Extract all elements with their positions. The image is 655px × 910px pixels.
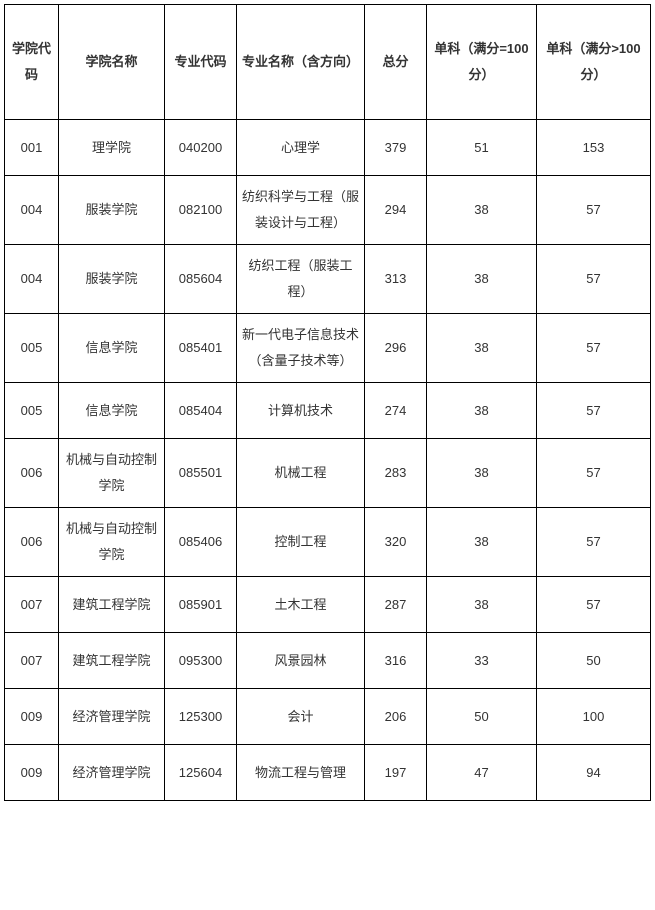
table-row: 009经济管理学院125300会计20650100	[5, 689, 651, 745]
table-cell: 100	[537, 689, 651, 745]
table-row: 006机械与自动控制学院085406控制工程3203857	[5, 508, 651, 577]
table-cell: 296	[365, 314, 427, 383]
table-cell: 283	[365, 439, 427, 508]
table-cell: 004	[5, 245, 59, 314]
table-cell: 153	[537, 120, 651, 176]
table-cell: 009	[5, 745, 59, 801]
table-cell: 服装学院	[59, 245, 165, 314]
table-cell: 57	[537, 314, 651, 383]
header-cell: 学院代码	[5, 5, 59, 120]
table-header: 学院代码学院名称专业代码专业名称（含方向）总分单科（满分=100分）单科（满分>…	[5, 5, 651, 120]
table-cell: 009	[5, 689, 59, 745]
table-cell: 经济管理学院	[59, 689, 165, 745]
table-cell: 机械与自动控制学院	[59, 508, 165, 577]
table-cell: 57	[537, 439, 651, 508]
table-cell: 197	[365, 745, 427, 801]
table-cell: 机械工程	[237, 439, 365, 508]
header-cell: 单科（满分>100分）	[537, 5, 651, 120]
table-cell: 计算机技术	[237, 383, 365, 439]
table-cell: 040200	[165, 120, 237, 176]
header-cell: 总分	[365, 5, 427, 120]
table-cell: 085501	[165, 439, 237, 508]
table-cell: 物流工程与管理	[237, 745, 365, 801]
table-cell: 50	[427, 689, 537, 745]
table-cell: 007	[5, 633, 59, 689]
table-cell: 57	[537, 176, 651, 245]
table-cell: 57	[537, 383, 651, 439]
table-cell: 006	[5, 439, 59, 508]
table-cell: 57	[537, 245, 651, 314]
table-cell: 纺织工程（服装工程）	[237, 245, 365, 314]
table-cell: 新一代电子信息技术（含量子技术等）	[237, 314, 365, 383]
table-row: 009经济管理学院125604物流工程与管理1974794	[5, 745, 651, 801]
table-cell: 信息学院	[59, 383, 165, 439]
table-cell: 94	[537, 745, 651, 801]
table-cell: 51	[427, 120, 537, 176]
table-cell: 005	[5, 314, 59, 383]
table-row: 001理学院040200心理学37951153	[5, 120, 651, 176]
table-cell: 心理学	[237, 120, 365, 176]
table-cell: 007	[5, 577, 59, 633]
table-body: 001理学院040200心理学37951153004服装学院082100纺织科学…	[5, 120, 651, 801]
table-cell: 085406	[165, 508, 237, 577]
table-cell: 005	[5, 383, 59, 439]
table-cell: 建筑工程学院	[59, 577, 165, 633]
table-cell: 001	[5, 120, 59, 176]
table-cell: 风景园林	[237, 633, 365, 689]
table-cell: 理学院	[59, 120, 165, 176]
table-row: 007建筑工程学院085901土木工程2873857	[5, 577, 651, 633]
header-cell: 单科（满分=100分）	[427, 5, 537, 120]
admission-score-table: 学院代码学院名称专业代码专业名称（含方向）总分单科（满分=100分）单科（满分>…	[4, 4, 651, 801]
table-cell: 控制工程	[237, 508, 365, 577]
header-row: 学院代码学院名称专业代码专业名称（含方向）总分单科（满分=100分）单科（满分>…	[5, 5, 651, 120]
table-cell: 274	[365, 383, 427, 439]
table-cell: 38	[427, 314, 537, 383]
table-cell: 38	[427, 508, 537, 577]
table-cell: 38	[427, 439, 537, 508]
table-cell: 287	[365, 577, 427, 633]
table-cell: 379	[365, 120, 427, 176]
table-cell: 纺织科学与工程（服装设计与工程）	[237, 176, 365, 245]
table-row: 005信息学院085404计算机技术2743857	[5, 383, 651, 439]
table-cell: 006	[5, 508, 59, 577]
table-cell: 38	[427, 577, 537, 633]
table-row: 004服装学院082100纺织科学与工程（服装设计与工程）2943857	[5, 176, 651, 245]
table-cell: 095300	[165, 633, 237, 689]
table-cell: 206	[365, 689, 427, 745]
table-cell: 机械与自动控制学院	[59, 439, 165, 508]
table-cell: 57	[537, 577, 651, 633]
table-row: 005信息学院085401新一代电子信息技术（含量子技术等）2963857	[5, 314, 651, 383]
table-cell: 土木工程	[237, 577, 365, 633]
header-cell: 专业代码	[165, 5, 237, 120]
table-cell: 经济管理学院	[59, 745, 165, 801]
table-cell: 082100	[165, 176, 237, 245]
table-row: 004服装学院085604纺织工程（服装工程）3133857	[5, 245, 651, 314]
table-cell: 33	[427, 633, 537, 689]
table-cell: 57	[537, 508, 651, 577]
table-cell: 085404	[165, 383, 237, 439]
table-cell: 085401	[165, 314, 237, 383]
table-cell: 316	[365, 633, 427, 689]
table-cell: 085901	[165, 577, 237, 633]
table-cell: 会计	[237, 689, 365, 745]
table-cell: 294	[365, 176, 427, 245]
table-cell: 38	[427, 245, 537, 314]
table-cell: 125604	[165, 745, 237, 801]
table-cell: 信息学院	[59, 314, 165, 383]
table-cell: 125300	[165, 689, 237, 745]
table-cell: 47	[427, 745, 537, 801]
table-cell: 建筑工程学院	[59, 633, 165, 689]
table-row: 007建筑工程学院095300风景园林3163350	[5, 633, 651, 689]
table-cell: 服装学院	[59, 176, 165, 245]
table-cell: 50	[537, 633, 651, 689]
table-cell: 38	[427, 176, 537, 245]
header-cell: 专业名称（含方向）	[237, 5, 365, 120]
table-cell: 085604	[165, 245, 237, 314]
table-row: 006机械与自动控制学院085501机械工程2833857	[5, 439, 651, 508]
table-cell: 38	[427, 383, 537, 439]
header-cell: 学院名称	[59, 5, 165, 120]
table-cell: 313	[365, 245, 427, 314]
table-cell: 320	[365, 508, 427, 577]
table-cell: 004	[5, 176, 59, 245]
